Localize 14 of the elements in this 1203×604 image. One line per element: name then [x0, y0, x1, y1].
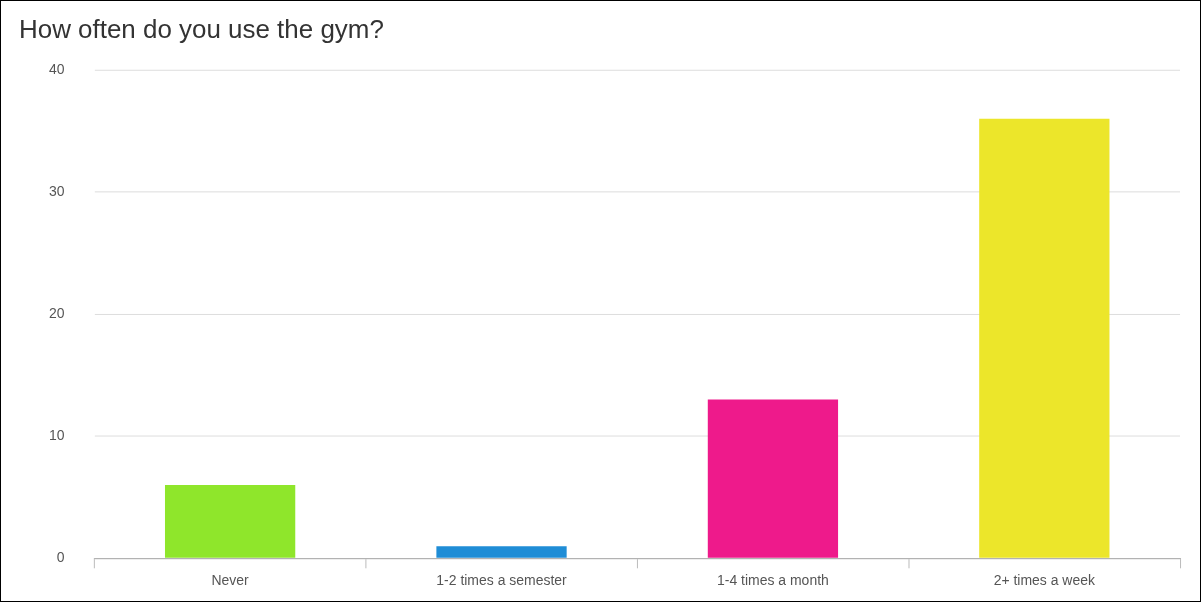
bar [707, 399, 839, 558]
y-tick-label: 30 [48, 182, 65, 199]
bar [979, 118, 1110, 558]
bar [164, 485, 296, 558]
bar [436, 546, 567, 558]
chart-title: How often do you use the gym? [18, 14, 384, 43]
x-tick-label: 1-2 times a semester [436, 571, 568, 588]
y-tick-label: 10 [48, 427, 65, 444]
x-tick-label: 1-4 times a month [717, 571, 829, 588]
x-tick-label: 2+ times a week [993, 571, 1095, 588]
y-tick-label: 20 [48, 305, 65, 321]
x-tick-label: Never [211, 571, 250, 588]
y-tick-label: 0 [56, 549, 65, 566]
y-tick-label: 40 [48, 60, 65, 77]
